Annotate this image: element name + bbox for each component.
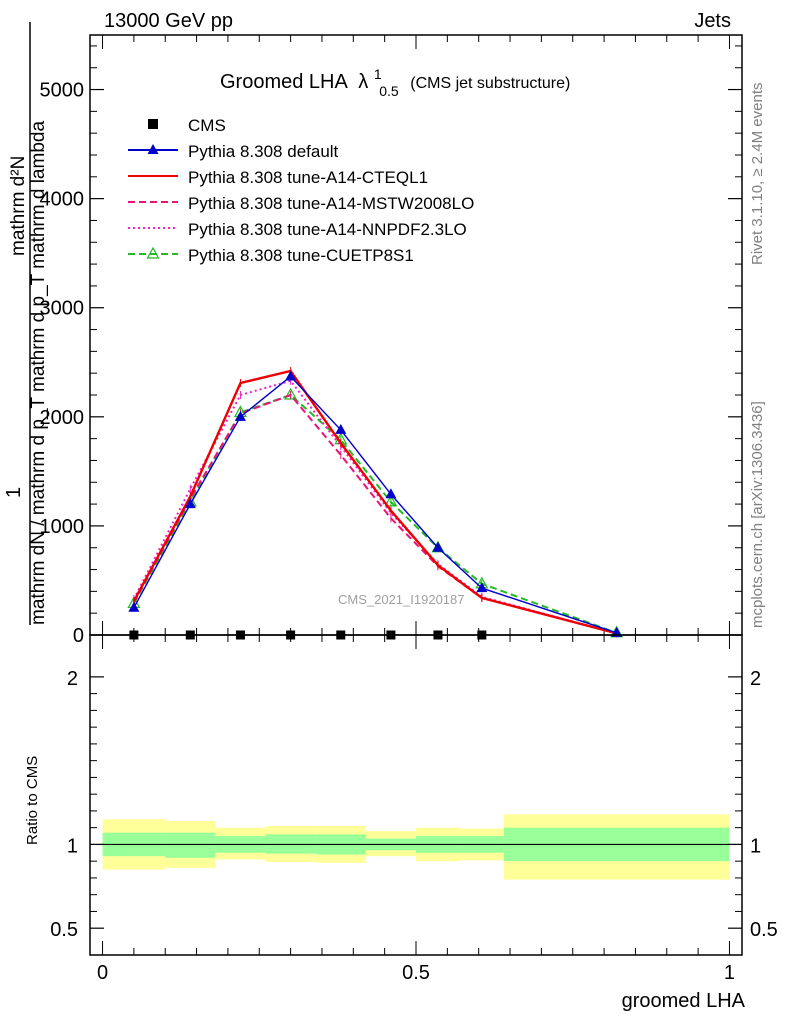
main-panel: 0 1000 2000 3000 4000 5000 (40, 34, 743, 647)
main-title-sup: 1 (374, 66, 382, 82)
series-0-point-7 (476, 582, 488, 593)
legend-label-0: Pythia 8.308 default (188, 142, 339, 161)
legend-marker-cms (148, 119, 158, 129)
main-ytick-label-4: 4000 (40, 189, 85, 211)
ratio-frame (89, 634, 743, 956)
series-0-point-5 (385, 488, 397, 499)
legend-marker-0 (147, 144, 159, 154)
main-title-sub: 0.5 (379, 83, 399, 99)
main-ytick-label-5: 5000 (40, 80, 85, 102)
main-title-text: Groomed LHA (220, 71, 348, 93)
main-ylabel-top: 1 (3, 487, 25, 498)
ratio-panel: 0 0.5 1 0.5 0.5 1 1 2 2 (50, 634, 778, 984)
series-0-point-2 (234, 410, 246, 421)
series-0-point-3 (285, 370, 297, 381)
main-ytick-label-0: 0 (73, 625, 84, 647)
rivet-label: Rivet 3.1.10, ≥ 2.4M events (749, 83, 766, 266)
legend-label-3: Pythia 8.308 tune-A14-NNPDF2.3LO (188, 220, 467, 239)
legend-label-1: Pythia 8.308 tune-A14-CTEQL1 (188, 168, 428, 187)
watermark-label: CMS_2021_I1920187 (338, 592, 465, 607)
ratio-ytick-label-right-0: 0.5 (750, 919, 778, 941)
legend-label-2: Pythia 8.308 tune-A14-MSTW2008LO (188, 194, 474, 213)
ratio-ylabel: Ratio to CMS (24, 756, 41, 845)
x-tick-label-1: 0.5 (402, 962, 430, 984)
legend: CMS Pythia 8.308 default Pythia 8.308 tune… (128, 116, 474, 265)
ratio-ytick-label-left-0: 0.5 (50, 919, 78, 941)
main-ytick-label-2: 2000 (40, 407, 85, 429)
main-ytick-label-1: 1000 (40, 516, 85, 538)
main-ylabel-denominator: mathrm dN / mathrm d p_T mathrm d p_T ma… (28, 121, 49, 625)
ratio-ytick-label-left-1: 1 (67, 835, 78, 857)
main-title: Groomed LHA λ 1 0.5 (CMS jet substructur… (220, 62, 570, 101)
main-ylabel-numerator: mathrm d²N (8, 156, 29, 256)
x-tick-label-0: 0 (97, 962, 108, 984)
x-tick-label-2: 1 (724, 962, 735, 984)
ratio-ytick-label-right-1: 1 (750, 835, 761, 857)
x-axis-label: groomed LHA (622, 990, 746, 1012)
legend-label-4: Pythia 8.308 tune-CUETP8S1 (188, 246, 414, 265)
mcplots-label: mcplots.cern.ch [arXiv:1306.3436] (749, 401, 766, 628)
series-0-point-6 (432, 541, 444, 552)
main-title-symbol: λ (358, 71, 368, 93)
main-subtitle: (CMS jet substructure) (410, 75, 570, 92)
series-4-point-5 (384, 494, 398, 507)
series-0-point-0 (128, 601, 140, 612)
series-line-4 (133, 393, 617, 634)
legend-label-cms: CMS (188, 116, 226, 135)
ratio-inner-band-1 (165, 832, 216, 858)
header-left-label: 13000 GeV pp (104, 10, 233, 32)
legend-marker-4 (146, 246, 160, 259)
series-0-point-1 (184, 498, 196, 509)
main-ytick-label-3: 3000 (40, 298, 85, 320)
ratio-ytick-label-right-2: 2 (750, 668, 761, 690)
series-0-point-4 (335, 423, 347, 434)
ratio-ytick-label-left-2: 2 (67, 668, 78, 690)
header-right-label: Jets (694, 10, 731, 32)
